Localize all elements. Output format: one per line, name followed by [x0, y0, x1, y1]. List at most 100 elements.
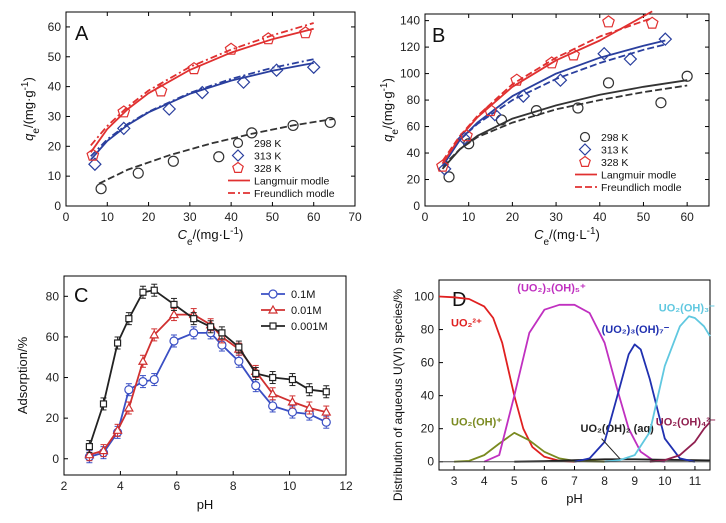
legend-label: 328 K	[254, 163, 281, 175]
plot-frame	[65, 11, 356, 207]
legend-label: Freundlich modle	[601, 182, 682, 194]
data-point	[123, 402, 134, 412]
x-tick-label: 0	[422, 210, 429, 224]
axis-units: /(mg·g	[21, 90, 36, 128]
x-tick-label: 40	[593, 210, 607, 224]
data-point	[170, 300, 178, 309]
x-tick-label: 10	[462, 210, 476, 224]
legend-marker	[232, 137, 244, 149]
data-point	[162, 102, 177, 116]
axis-subscript: e	[31, 128, 42, 134]
plot-frame	[63, 275, 347, 476]
x-tick-label: 20	[142, 210, 156, 224]
data-point	[457, 131, 472, 146]
data-point	[287, 407, 298, 417]
axis-superscript: -1	[20, 81, 31, 90]
data-point	[85, 442, 93, 451]
species-label: UO₂(OH)₃⁻	[659, 302, 715, 314]
x-tick-label: 8	[601, 474, 608, 488]
data-point	[213, 151, 225, 163]
x-tick-label: 4	[117, 479, 124, 493]
data-point	[124, 385, 134, 395]
data-point	[321, 417, 331, 427]
y-tick-label: 30	[48, 109, 62, 123]
y-tick-label: 20	[407, 173, 421, 187]
axis-superscript: -1	[379, 82, 390, 91]
x-tick-label: 6	[173, 479, 180, 493]
label-pointer	[601, 438, 621, 459]
y-tick-label: 20	[46, 411, 60, 425]
species-label: UO₂(OH)₂ (aq)	[581, 423, 655, 435]
data-point	[149, 329, 160, 339]
panel-B: 0 10 20 30 40 50 60020406080100120140BCe/(mg·L…	[379, 10, 710, 248]
axis-subscript: e	[544, 237, 550, 248]
x-tick-label: 5	[511, 474, 518, 488]
y-tick-label: 20	[421, 422, 435, 436]
data-point	[299, 26, 312, 39]
legend-label: 0.1M	[291, 289, 315, 301]
species-label: (UO₂)₃(OH)₅⁺	[517, 283, 586, 295]
y-tick-label: 100	[414, 290, 434, 304]
fit-line	[441, 84, 688, 167]
species-curve	[454, 431, 605, 463]
panel-C: 2 4 6 8 10 12 0 20 40 60 80 CpH Adsorption/% 0.1M 0.01…	[15, 275, 353, 512]
y-tick-label: 100	[400, 67, 420, 81]
data-point	[306, 60, 321, 75]
y-tick-label: 60	[48, 20, 62, 34]
x-axis-label: pH	[566, 491, 583, 506]
data-point	[195, 85, 210, 100]
x-tick-label: 9	[631, 474, 638, 488]
data-point	[645, 16, 659, 29]
data-point	[154, 84, 168, 97]
data-point	[99, 400, 108, 408]
species-curve	[438, 295, 575, 463]
data-point	[681, 70, 693, 82]
data-point	[95, 183, 107, 195]
species-label: UO₂(OH)⁺	[451, 416, 502, 428]
legend-label: 313 K	[254, 151, 281, 163]
panel-letter: A	[75, 23, 89, 45]
x-tick-label: 10	[658, 474, 672, 488]
legend-label: 0.01M	[291, 305, 322, 317]
x-tick-label: 12	[339, 479, 353, 493]
data-point	[150, 286, 158, 294]
species-label: UO₂²⁺	[451, 317, 482, 329]
data-point	[305, 386, 313, 394]
data-point	[139, 288, 147, 296]
series-line	[88, 289, 327, 447]
legend-label: Freundlich modle	[254, 188, 335, 200]
y-tick-label: 80	[46, 289, 60, 303]
plot-frame	[424, 13, 710, 207]
data-point	[98, 445, 109, 455]
fit-line	[441, 43, 666, 165]
legend-label: Langmuir modle	[254, 176, 329, 188]
data-point	[137, 356, 148, 365]
axis-symbol: C	[534, 227, 544, 242]
y-tick-label: 80	[421, 323, 435, 337]
fit-line	[90, 27, 314, 153]
data-point	[322, 388, 330, 396]
y-tick-label: 40	[407, 146, 421, 160]
data-point	[602, 15, 615, 28]
data-point	[189, 328, 199, 338]
x-tick-label: 60	[307, 210, 321, 224]
data-point	[235, 343, 243, 351]
data-point	[304, 402, 315, 412]
species-curve	[574, 343, 696, 463]
y-axis-label: qe/(mg·g-1)	[379, 78, 401, 142]
axis-units-end: )	[596, 227, 600, 242]
axis-units-end: )	[380, 78, 395, 82]
legend-marker	[269, 322, 277, 330]
x-tick-label: 2	[61, 479, 68, 493]
legend-marker	[267, 304, 279, 314]
x-tick-label: 30	[549, 210, 563, 224]
legend-marker	[231, 149, 245, 162]
axis-units: /(mg·g	[380, 91, 395, 129]
x-tick-label: 6	[541, 474, 548, 488]
data-point	[86, 148, 100, 161]
data-point	[116, 121, 131, 136]
axis-symbol: C	[178, 227, 188, 242]
series-line	[89, 313, 327, 456]
data-point	[113, 339, 122, 347]
axis-superscript: -1	[587, 226, 596, 237]
